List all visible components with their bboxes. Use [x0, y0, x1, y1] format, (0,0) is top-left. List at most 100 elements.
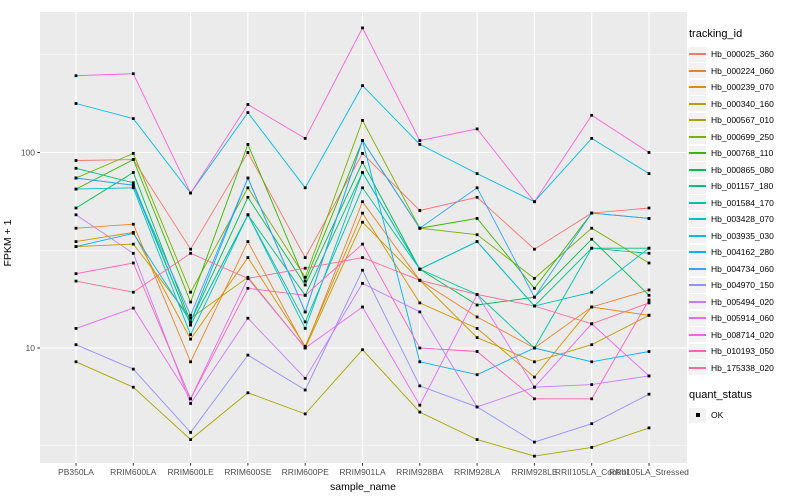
legend-item-Hb_004734_060: Hb_004734_060 — [689, 261, 797, 278]
legend-label: Hb_001584_170 — [711, 197, 774, 208]
data-point-Hb_004970_150 — [533, 440, 536, 444]
data-point-Hb_004162_280 — [533, 346, 536, 350]
data-point-Hb_000865_080 — [475, 303, 479, 307]
data-point-Hb_000865_080 — [246, 195, 250, 199]
data-point-Hb_008714_020 — [361, 26, 364, 30]
data-point-Hb_000699_250 — [361, 119, 364, 122]
data-point-Hb_010193_050 — [647, 298, 651, 302]
data-point-Hb_010193_050 — [475, 350, 479, 353]
data-point-Hb_175338_020 — [590, 322, 594, 326]
data-point-Hb_005494_020 — [74, 213, 78, 217]
legend-item-Hb_175338_020: Hb_175338_020 — [689, 360, 797, 377]
data-point-Hb_000224_060 — [189, 360, 192, 364]
legend-item-Hb_001584_170: Hb_001584_170 — [689, 195, 797, 212]
data-point-Hb_004970_150 — [131, 367, 135, 371]
y-tick-label-100: 100 — [21, 148, 35, 158]
legend-key-line-icon — [689, 79, 706, 95]
data-point-Hb_003935_030 — [246, 111, 250, 114]
legend-key-line-icon — [689, 211, 706, 227]
quant-ok-label: OK — [711, 410, 724, 421]
x-tick-label-RRIM928LA: RRIM928LA — [454, 467, 501, 477]
data-point-Hb_005914_060 — [303, 346, 307, 350]
x-tick-label-RRIM901LA: RRIM901LA — [339, 467, 386, 477]
data-point-Hb_000768_110 — [189, 300, 192, 304]
data-point-Hb_000025_360 — [74, 159, 78, 162]
data-point-Hb_003935_030 — [475, 172, 479, 175]
data-point-Hb_000567_010 — [74, 360, 78, 364]
data-point-Hb_003428_070 — [361, 171, 364, 174]
data-point-Hb_000567_010 — [533, 454, 536, 458]
legend-quant-status: quant_status OK — [689, 389, 797, 424]
data-point-Hb_001584_170 — [590, 246, 594, 250]
data-point-Hb_000340_160 — [647, 313, 651, 317]
legend-key-line-icon — [689, 310, 706, 326]
legend-key-line-icon — [689, 129, 706, 145]
data-point-Hb_000699_250 — [647, 261, 651, 265]
legend-key-line-icon — [689, 244, 706, 260]
data-point-Hb_000567_010 — [418, 410, 422, 414]
data-point-Hb_005914_060 — [131, 306, 135, 310]
data-point-Hb_000699_250 — [590, 226, 594, 230]
data-point-Hb_000768_110 — [246, 143, 250, 146]
legend-label: Hb_003935_030 — [711, 230, 774, 241]
data-point-Hb_003935_030 — [418, 143, 422, 146]
legend-label: Hb_000699_250 — [711, 131, 774, 142]
data-point-Hb_001157_180 — [74, 166, 78, 170]
x-tick-label-RRIM600LE: RRIM600LE — [167, 467, 214, 477]
data-point-Hb_000567_010 — [303, 412, 307, 416]
legend-key-line-icon — [689, 327, 706, 343]
data-point-Hb_175338_020 — [647, 301, 651, 305]
legend-label: Hb_000224_060 — [711, 65, 774, 76]
x-tick-label-RRII105LA_Control: RRII105LA_Control — [555, 467, 629, 477]
legend-key-line-icon — [689, 112, 706, 128]
data-point-Hb_008714_020 — [246, 103, 250, 106]
data-point-Hb_000865_080 — [74, 206, 78, 210]
data-point-Hb_003935_030 — [74, 102, 78, 105]
legend-key-line-icon — [689, 46, 706, 62]
legend-item-Hb_000340_160: Hb_000340_160 — [689, 96, 797, 113]
data-point-Hb_010193_050 — [246, 286, 250, 290]
data-point-Hb_000699_250 — [475, 233, 479, 237]
data-point-Hb_005914_060 — [418, 403, 422, 407]
data-point-Hb_005494_020 — [189, 402, 192, 405]
legend-item-Hb_008714_020: Hb_008714_020 — [689, 327, 797, 344]
x-tick-label-RRII105LA_Stressed: RRII105LA_Stressed — [609, 467, 689, 477]
data-point-Hb_004970_150 — [418, 384, 422, 388]
data-point-Hb_000865_080 — [590, 237, 594, 241]
legend-item-Hb_003428_070: Hb_003428_070 — [689, 211, 797, 228]
data-point-Hb_175338_020 — [533, 304, 536, 308]
legend-title-tracking-id: tracking_id — [689, 28, 743, 40]
data-point-Hb_008714_020 — [647, 151, 651, 154]
data-point-Hb_000340_160 — [533, 360, 536, 364]
legend-key-line-icon — [689, 343, 706, 359]
data-point-Hb_008714_020 — [533, 200, 536, 204]
legend-item-ok: OK — [689, 407, 797, 424]
data-point-Hb_001157_180 — [131, 181, 135, 185]
data-point-Hb_010193_050 — [590, 397, 594, 401]
x-tick-label-RRIM928BA: RRIM928BA — [396, 467, 444, 477]
data-point-Hb_005914_060 — [361, 305, 364, 309]
data-point-Hb_000768_110 — [303, 279, 307, 283]
data-point-Hb_004162_280 — [647, 350, 651, 353]
legend-label: Hb_000567_010 — [711, 115, 774, 126]
data-point-Hb_175338_020 — [475, 293, 479, 296]
data-point-Hb_000224_060 — [475, 315, 479, 319]
legend-item-Hb_000224_060: Hb_000224_060 — [689, 63, 797, 80]
legend-item-Hb_004162_280: Hb_004162_280 — [689, 244, 797, 261]
legend-item-Hb_000239_070: Hb_000239_070 — [689, 79, 797, 96]
data-point-Hb_004734_060 — [647, 217, 651, 220]
y-axis-title: FPKM + 1 — [2, 219, 14, 267]
data-point-Hb_000025_360 — [533, 247, 536, 251]
data-point-Hb_004162_280 — [590, 360, 594, 364]
data-point-Hb_175338_020 — [246, 277, 250, 280]
data-point-Hb_000340_160 — [189, 316, 192, 320]
data-point-Hb_000239_070 — [418, 301, 422, 305]
legend-key-line-icon — [689, 162, 706, 178]
data-point-Hb_005914_060 — [74, 327, 78, 330]
data-point-Hb_000567_010 — [189, 438, 192, 441]
data-point-Hb_000567_010 — [246, 391, 250, 395]
data-point-Hb_175338_020 — [189, 251, 192, 255]
data-point-Hb_010193_050 — [533, 397, 536, 401]
